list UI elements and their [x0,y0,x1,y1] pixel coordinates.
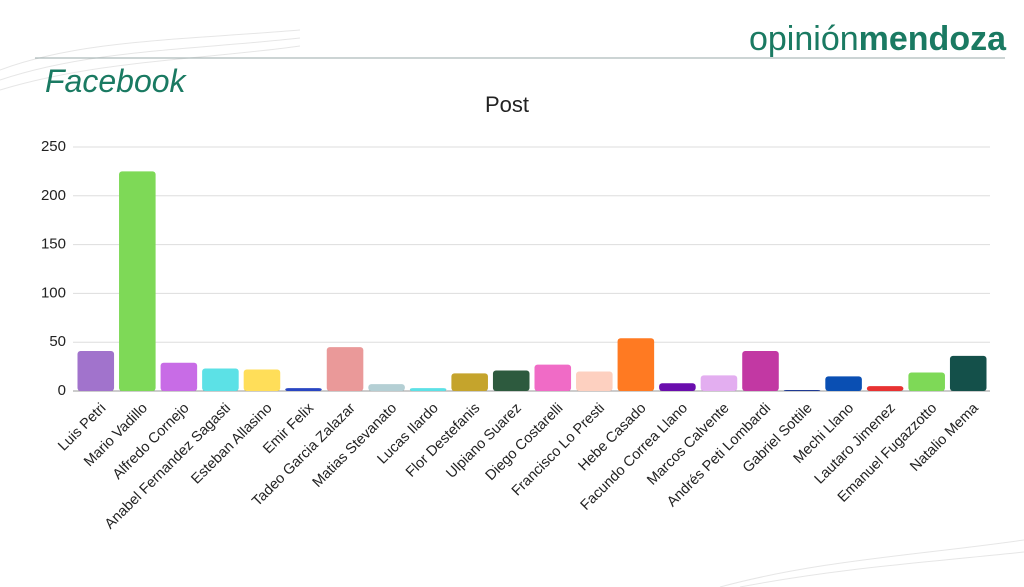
bar [77,350,115,391]
bar [119,171,156,391]
bar [617,338,655,391]
bar [783,390,821,391]
bar [866,386,904,391]
bar [326,347,364,391]
section-title: Facebook [45,63,188,99]
brand-light: opinión [749,20,859,58]
bar [409,388,447,391]
bar [160,362,198,391]
brand: opiniónmendoza [749,20,1007,58]
bar [659,383,696,391]
bar [451,373,488,391]
x-tick-label: Ulpiano Suarez [443,400,524,481]
y-tick-label: 200 [41,187,66,204]
chart-title: Post [485,92,529,117]
y-tick-label: 100 [41,284,66,301]
bar [285,388,322,391]
y-tick-label: 250 [41,138,66,155]
y-tick-label: 150 [41,236,66,253]
bar [700,375,738,391]
bar [825,376,862,391]
bar [202,368,239,391]
background-waves [0,29,1024,587]
bar [243,369,281,391]
bar [534,364,572,391]
bar [368,384,405,391]
bar [908,372,945,391]
x-tick-label: Flor Destefanis [403,400,483,480]
y-tick-label: 0 [58,382,66,399]
brand-bold: mendoza [859,20,1007,58]
bar [492,370,530,391]
bar [576,371,613,391]
y-tick-label: 50 [49,333,66,350]
bar [949,355,987,391]
bar [742,350,779,391]
